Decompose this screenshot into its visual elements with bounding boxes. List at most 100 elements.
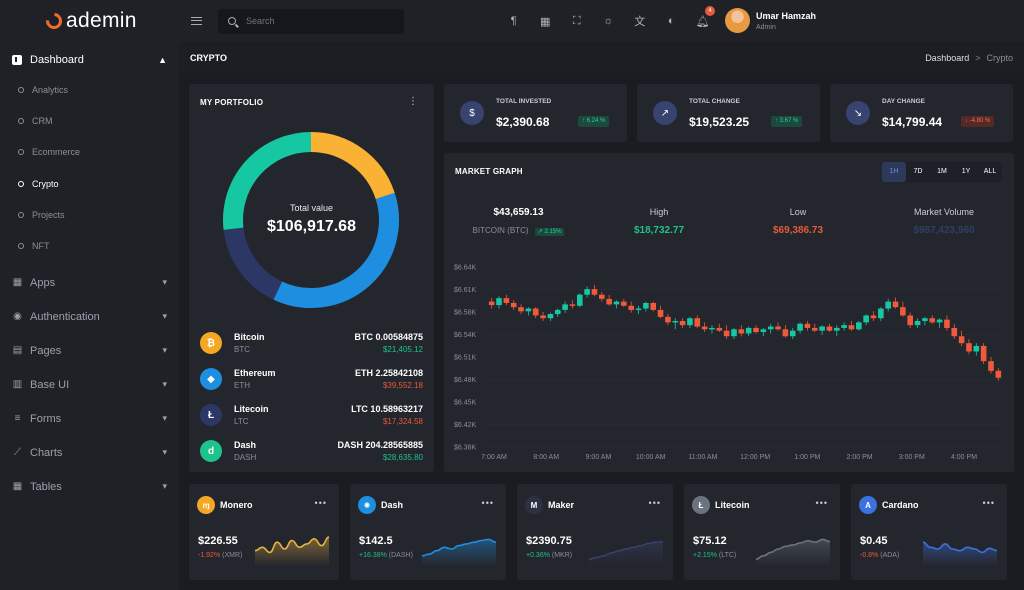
more-horizontal-icon[interactable]: ••• bbox=[481, 498, 494, 508]
candle[interactable] bbox=[936, 318, 943, 328]
donut-slice-bitcoin[interactable] bbox=[310, 132, 395, 200]
sidebar-item-base-ui[interactable]: ▥ Base UI ▾ bbox=[0, 368, 179, 402]
candle[interactable] bbox=[797, 322, 803, 334]
sidebar-subitem-ecommerce[interactable]: Ecommerce bbox=[0, 137, 179, 168]
user-menu[interactable]: Umar Hamzah Admin bbox=[725, 8, 816, 33]
candle[interactable] bbox=[753, 325, 759, 334]
candle[interactable] bbox=[569, 300, 576, 309]
candle[interactable] bbox=[848, 321, 855, 331]
sidebar-subitem-analytics[interactable]: Analytics bbox=[0, 74, 179, 105]
candle[interactable] bbox=[826, 323, 833, 333]
more-horizontal-icon[interactable]: ••• bbox=[982, 498, 995, 508]
candle[interactable] bbox=[599, 291, 605, 302]
brand-logo[interactable]: ademin bbox=[0, 0, 179, 42]
sidebar-item-forms[interactable]: ≡ Forms ▾ bbox=[0, 402, 179, 436]
candle[interactable] bbox=[694, 315, 701, 328]
more-horizontal-icon[interactable]: ••• bbox=[648, 498, 661, 508]
candle[interactable] bbox=[863, 314, 869, 326]
candle[interactable] bbox=[966, 339, 972, 355]
holding-row[interactable]: d Dash DASH DASH 204.28565885 $28,635.80 bbox=[200, 438, 423, 464]
sidebar-item-charts[interactable]: ⟋ Charts ▾ bbox=[0, 436, 179, 470]
candle[interactable] bbox=[525, 307, 532, 316]
candle[interactable] bbox=[833, 325, 840, 337]
sidebar-subitem-projects[interactable]: Projects bbox=[0, 199, 179, 230]
donut-slice-litecoin[interactable] bbox=[223, 227, 283, 300]
candle[interactable] bbox=[922, 316, 928, 326]
sidebar-item-authentication[interactable]: ◉ Authentication ▾ bbox=[0, 300, 179, 334]
candle[interactable] bbox=[723, 325, 730, 339]
candle[interactable] bbox=[503, 294, 510, 306]
candle[interactable] bbox=[635, 305, 642, 315]
sidebar-item-apps[interactable]: ▦ Apps ▾ bbox=[0, 266, 179, 300]
candle[interactable] bbox=[510, 300, 517, 310]
donut-slice-dash[interactable] bbox=[223, 132, 312, 230]
coin-card-cardano[interactable]: A Cardano ••• $0.45 -0.8% (ADA) bbox=[851, 484, 1007, 580]
candle[interactable] bbox=[804, 321, 811, 331]
sidebar-item-pages[interactable]: ▤ Pages ▾ bbox=[0, 334, 179, 368]
sidebar-item-tables[interactable]: ▦ Tables ▾ bbox=[0, 470, 179, 504]
candle[interactable] bbox=[657, 305, 664, 319]
more-horizontal-icon[interactable]: ••• bbox=[815, 498, 828, 508]
holding-row[interactable]: ₿ Bitcoin BTC BTC 0.00584875 $21,405.12 bbox=[200, 330, 423, 356]
candle[interactable] bbox=[540, 312, 546, 321]
range-1y[interactable]: 1Y bbox=[961, 168, 971, 175]
avatar[interactable] bbox=[725, 8, 750, 33]
candle[interactable] bbox=[782, 325, 789, 338]
candle[interactable] bbox=[665, 314, 671, 326]
candle[interactable] bbox=[980, 343, 987, 364]
candle[interactable] bbox=[547, 312, 554, 321]
candle[interactable] bbox=[562, 301, 568, 313]
candle[interactable] bbox=[709, 325, 715, 334]
candle[interactable] bbox=[789, 327, 796, 339]
candle[interactable] bbox=[841, 322, 847, 331]
holding-row[interactable]: Ł Litecoin LTC LTC 10.58963217 $17,324.58 bbox=[200, 402, 423, 428]
candle[interactable] bbox=[628, 301, 634, 313]
bell-icon[interactable]: 🔔︎ 4 bbox=[687, 5, 719, 28]
fullscreen-icon[interactable]: ⛶ bbox=[572, 14, 581, 27]
candle[interactable] bbox=[643, 301, 649, 312]
coin-card-dash[interactable]: ✺ Dash ••• $142.5 +16.38% (DASH) bbox=[350, 484, 506, 580]
candle[interactable] bbox=[819, 325, 825, 335]
sidebar-subitem-nft[interactable]: NFT bbox=[0, 230, 179, 261]
translate-icon[interactable]: 文 bbox=[634, 16, 646, 28]
donut-slice-ethereum[interactable] bbox=[273, 192, 399, 308]
candle[interactable] bbox=[716, 323, 723, 333]
candle[interactable] bbox=[973, 343, 980, 356]
candle[interactable] bbox=[606, 294, 612, 306]
menu-toggle-icon[interactable] bbox=[191, 17, 202, 25]
more-vertical-icon[interactable]: ⋮ bbox=[408, 96, 418, 107]
candle[interactable] bbox=[496, 296, 502, 309]
candle[interactable] bbox=[672, 318, 679, 330]
theme-sun-icon[interactable]: ☼ bbox=[603, 15, 614, 27]
search-input[interactable] bbox=[246, 16, 386, 26]
candle[interactable] bbox=[900, 301, 906, 317]
candle[interactable] bbox=[738, 325, 745, 337]
candle[interactable] bbox=[488, 298, 495, 309]
candle[interactable] bbox=[518, 304, 524, 315]
range-1h[interactable]: 1H bbox=[882, 162, 906, 182]
candle[interactable] bbox=[687, 316, 693, 328]
range-1m[interactable]: 1M bbox=[937, 168, 947, 175]
candle[interactable] bbox=[870, 311, 877, 321]
coin-card-litecoin[interactable]: Ł Litecoin ••• $75.12 +2.15% (LTC) bbox=[684, 484, 840, 580]
candle[interactable] bbox=[944, 315, 950, 331]
candle[interactable] bbox=[745, 326, 752, 337]
candle[interactable] bbox=[811, 323, 818, 333]
candle[interactable] bbox=[613, 300, 620, 309]
candle[interactable] bbox=[892, 297, 899, 309]
candle[interactable] bbox=[591, 285, 598, 297]
candle[interactable] bbox=[701, 322, 708, 333]
sidebar-subitem-crm[interactable]: CRM bbox=[0, 105, 179, 136]
coin-card-monero[interactable]: ɱ Monero ••• $226.55 -1.92% (XMR) bbox=[189, 484, 339, 580]
sidebar-subitem-crypto[interactable]: Crypto bbox=[0, 168, 179, 199]
candle[interactable] bbox=[951, 323, 958, 339]
candle[interactable] bbox=[907, 312, 914, 328]
candle[interactable] bbox=[760, 327, 767, 337]
sidebar-item-dashboard[interactable]: Dashboard ▲ bbox=[0, 46, 179, 74]
coin-card-maker[interactable]: M Maker ••• $2390.75 +0.36% (MKR) bbox=[517, 484, 673, 580]
candle[interactable] bbox=[958, 330, 965, 346]
candle[interactable] bbox=[988, 357, 994, 374]
candle[interactable] bbox=[914, 318, 921, 328]
candle[interactable] bbox=[576, 293, 583, 308]
range-all[interactable]: ALL bbox=[983, 168, 997, 175]
